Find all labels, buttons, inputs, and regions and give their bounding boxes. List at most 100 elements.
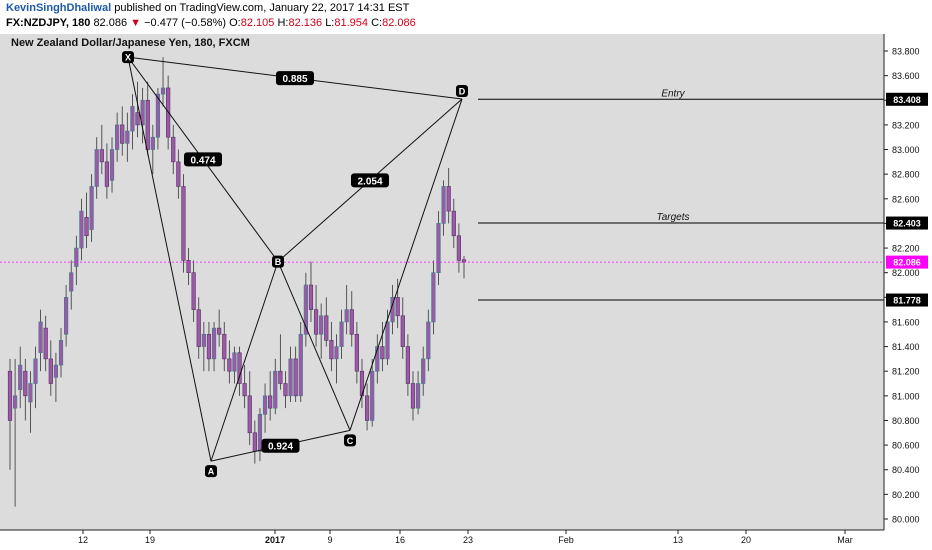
candle-body xyxy=(58,340,64,366)
author-link[interactable]: KevinSinghDhaliwal xyxy=(6,2,112,14)
level-price-text: 82.403 xyxy=(893,219,921,229)
candle-body xyxy=(313,309,319,335)
candle xyxy=(99,124,104,175)
candle-body xyxy=(201,333,206,347)
down-arrow-icon: ▼ xyxy=(130,17,142,29)
candle-body xyxy=(79,210,84,249)
candle-body xyxy=(329,340,334,360)
candle-body xyxy=(370,370,375,421)
pattern-point-badge xyxy=(205,465,217,478)
candle-body xyxy=(69,272,74,292)
candle-body xyxy=(28,383,33,403)
price-tick-label: 82.200 xyxy=(892,244,920,254)
candle xyxy=(69,260,74,310)
candle xyxy=(380,321,385,372)
candle-body xyxy=(23,370,28,397)
price-axis[interactable] xyxy=(884,34,932,530)
pattern-point: C xyxy=(344,434,356,447)
time-ticks: 12 19 2017 9 16 23 Feb 13 20 Mar xyxy=(78,530,853,545)
price-tick-label: 81.600 xyxy=(892,317,920,327)
pattern-point-label: A xyxy=(208,467,215,477)
candle xyxy=(232,346,237,384)
pattern-point-label: X xyxy=(125,53,131,63)
candle-body xyxy=(395,297,400,317)
harmonic-pattern-layer: Entry Targets X A B C D 0.885 0.474 2.054 0.924 xyxy=(0,51,884,478)
candle xyxy=(150,124,155,175)
candle xyxy=(283,371,288,409)
pattern-point: X xyxy=(122,51,134,64)
price-tick-label: 80.800 xyxy=(892,416,920,426)
pattern-point-label: C xyxy=(347,436,354,446)
candle xyxy=(191,260,196,322)
candle-body xyxy=(283,383,288,397)
ratio-value: 0.474 xyxy=(190,155,215,166)
candle-body xyxy=(431,272,436,323)
candle-body xyxy=(436,223,441,273)
candle xyxy=(94,137,99,199)
candle xyxy=(74,235,79,285)
candle xyxy=(257,408,263,462)
candle-body xyxy=(150,136,155,150)
candle-body xyxy=(339,321,344,347)
candle xyxy=(273,358,278,415)
candle xyxy=(115,112,120,162)
candle xyxy=(344,285,349,335)
ratio-badge xyxy=(276,71,314,86)
candle xyxy=(446,168,451,224)
time-axis[interactable] xyxy=(0,530,932,550)
price-tick-label: 81.200 xyxy=(892,367,920,377)
candle xyxy=(293,346,298,402)
price-tick-label: 80.600 xyxy=(892,441,920,451)
pattern-point-badge xyxy=(456,85,468,98)
candle xyxy=(7,358,13,470)
candle-body xyxy=(125,130,130,144)
candle-body xyxy=(186,260,191,273)
candle-body xyxy=(303,284,308,335)
candle xyxy=(375,334,380,384)
candle-body xyxy=(211,327,217,360)
candle-body xyxy=(232,352,237,372)
candle xyxy=(354,321,359,384)
level-price-badge xyxy=(886,92,928,106)
candle xyxy=(227,340,232,384)
candle-body xyxy=(206,333,212,360)
level-label: Targets xyxy=(657,212,690,223)
ratio-badge xyxy=(261,438,300,453)
ratio-label: 0.885 xyxy=(276,71,314,86)
candle-body xyxy=(385,321,390,360)
candle xyxy=(222,321,227,372)
level-label: Entry xyxy=(661,88,685,99)
candle xyxy=(201,321,206,372)
price-tick-label: 81.000 xyxy=(892,391,920,401)
candle-body xyxy=(13,395,18,409)
candle xyxy=(303,272,308,347)
candle xyxy=(181,174,186,273)
candle xyxy=(441,180,446,236)
candle-body xyxy=(344,309,349,323)
candle xyxy=(339,309,344,359)
candle xyxy=(33,346,38,409)
candle xyxy=(400,297,405,359)
candle xyxy=(247,371,252,446)
candle xyxy=(196,297,201,359)
price-tick-label: 80.200 xyxy=(892,490,920,500)
candle-body xyxy=(53,364,59,378)
time-tick-label: Feb xyxy=(558,535,574,545)
candle-body xyxy=(33,358,38,384)
candle-body xyxy=(247,395,252,434)
time-tick-label: 9 xyxy=(327,535,332,545)
candle-body xyxy=(375,346,380,372)
ratio-value: 0.885 xyxy=(282,74,307,85)
pattern-point: A xyxy=(205,465,217,478)
candle-body xyxy=(324,315,329,341)
level-price-text: 83.408 xyxy=(893,95,921,105)
candle-body xyxy=(94,149,99,187)
candle-body xyxy=(74,247,79,267)
last-price: 82.086 xyxy=(93,17,128,29)
candle xyxy=(308,261,314,322)
candle-body xyxy=(293,358,298,397)
candle-body xyxy=(155,93,161,138)
candle xyxy=(364,383,370,431)
candle-body xyxy=(298,333,303,397)
